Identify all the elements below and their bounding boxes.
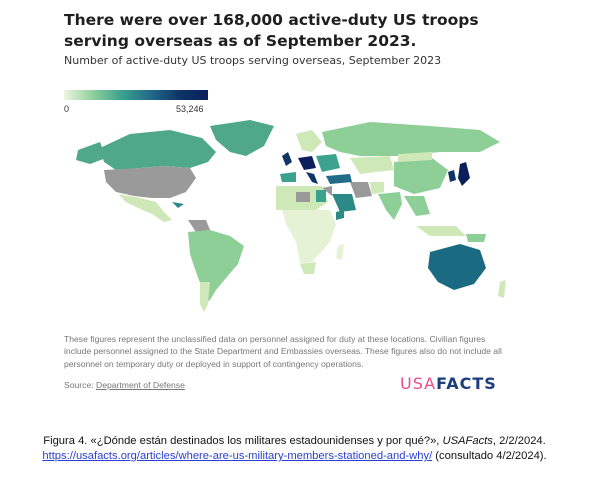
country-central-africa[interactable] bbox=[282, 210, 336, 264]
country-papua[interactable] bbox=[466, 234, 486, 242]
country-brazil[interactable] bbox=[188, 230, 244, 304]
country-mexico[interactable] bbox=[118, 194, 172, 222]
logo-part-facts: FACTS bbox=[436, 374, 497, 393]
caption-prefix: Figura 4. «¿Dónde están destinados los m… bbox=[43, 435, 443, 447]
country-mongolia[interactable] bbox=[398, 152, 432, 162]
country-se-asia[interactable] bbox=[404, 196, 430, 216]
country-iran[interactable] bbox=[350, 182, 372, 198]
country-egypt[interactable] bbox=[316, 190, 326, 202]
country-afghanistan[interactable] bbox=[370, 182, 384, 194]
source-line: Source: Department of Defense bbox=[64, 380, 185, 390]
source-label: Source: bbox=[64, 380, 94, 390]
country-russia[interactable] bbox=[322, 122, 500, 156]
country-libya[interactable] bbox=[296, 192, 310, 202]
country-alaska[interactable] bbox=[76, 142, 106, 164]
country-eastern-europe[interactable] bbox=[316, 154, 340, 172]
source-link[interactable]: Department of Defense bbox=[96, 380, 185, 390]
country-india[interactable] bbox=[378, 192, 402, 220]
country-new-zealand[interactable] bbox=[498, 280, 506, 298]
country-spain[interactable] bbox=[280, 172, 296, 182]
country-greenland[interactable] bbox=[210, 120, 274, 156]
legend-min-label: 0 bbox=[64, 104, 70, 114]
country-turkey[interactable] bbox=[326, 174, 352, 184]
caption-italic: USAFacts bbox=[442, 435, 493, 447]
country-kazakhstan[interactable] bbox=[350, 156, 394, 174]
country-south-africa[interactable] bbox=[300, 262, 316, 274]
country-venezuela[interactable] bbox=[188, 220, 210, 232]
country-saudi[interactable] bbox=[332, 194, 356, 212]
country-syria[interactable] bbox=[322, 186, 332, 196]
figure-caption: Figura 4. «¿Dónde están destinados los m… bbox=[0, 434, 589, 464]
caption-accessed: (consultado 4/2/2024). bbox=[432, 450, 547, 462]
country-germany[interactable] bbox=[298, 156, 316, 170]
country-korea[interactable] bbox=[448, 170, 456, 182]
country-cuba[interactable] bbox=[172, 202, 184, 208]
caption-link[interactable]: https://usafacts.org/articles/where-are-… bbox=[42, 450, 433, 462]
country-japan[interactable] bbox=[458, 162, 470, 186]
country-italy[interactable] bbox=[306, 172, 318, 184]
country-argentina[interactable] bbox=[200, 282, 210, 312]
country-usa[interactable] bbox=[104, 166, 196, 198]
country-china[interactable] bbox=[394, 158, 448, 194]
country-uk[interactable] bbox=[282, 152, 292, 166]
country-madagascar[interactable] bbox=[336, 244, 344, 260]
usafacts-logo: USAFACTS bbox=[400, 374, 497, 393]
caption-suffix: , 2/2/2024. bbox=[492, 435, 546, 447]
logo-part-usa: USA bbox=[400, 374, 437, 393]
chart-note: These figures represent the unclassified… bbox=[64, 334, 502, 369]
country-canada[interactable] bbox=[100, 130, 216, 170]
country-europe-nordic[interactable] bbox=[296, 130, 322, 152]
chart-title: There were over 168,000 active-duty US t… bbox=[64, 11, 479, 50]
country-indonesia[interactable] bbox=[416, 226, 466, 236]
color-scale-legend bbox=[64, 90, 208, 100]
legend-max-label: 53,246 bbox=[176, 104, 204, 114]
chart-subtitle: Number of active-duty US troops serving … bbox=[64, 54, 442, 67]
country-djibouti[interactable] bbox=[336, 210, 344, 220]
country-australia[interactable] bbox=[428, 244, 486, 290]
world-map bbox=[76, 120, 506, 312]
